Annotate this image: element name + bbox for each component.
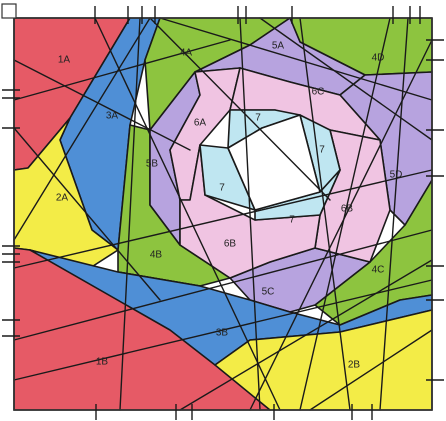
label-7-right: 7 <box>319 145 325 156</box>
label-2A: 2A <box>56 193 69 204</box>
label-4B: 4B <box>150 250 163 261</box>
label-7-left: 7 <box>219 183 225 194</box>
label-6A: 6A <box>194 118 207 129</box>
label-5C: 5C <box>262 287 275 298</box>
corner-marker <box>1 3 17 19</box>
label-4D: 4D <box>372 53 385 64</box>
label-1B: 1B <box>96 357 109 368</box>
label-2B: 2B <box>348 360 361 371</box>
label-6C: 6C <box>312 87 325 98</box>
label-4A: 4A <box>180 48 193 59</box>
label-3A: 3A <box>106 111 119 122</box>
center-square <box>227 114 321 211</box>
label-7-bottom: 7 <box>289 215 295 226</box>
label-5D: 5D <box>390 170 403 181</box>
label-7-top: 7 <box>255 113 261 124</box>
edge-ticks <box>2 6 444 420</box>
label-4C: 4C <box>372 265 385 276</box>
label-5B: 5B <box>146 159 159 170</box>
label-5A: 5A <box>272 41 285 52</box>
label-3B: 3B <box>216 328 229 339</box>
label-1A: 1A <box>58 55 71 66</box>
diagram-frame <box>13 17 433 411</box>
label-6B-bottom: 6B <box>224 239 237 250</box>
label-6B-right: 6B <box>341 204 354 215</box>
construction-lines <box>13 17 433 411</box>
